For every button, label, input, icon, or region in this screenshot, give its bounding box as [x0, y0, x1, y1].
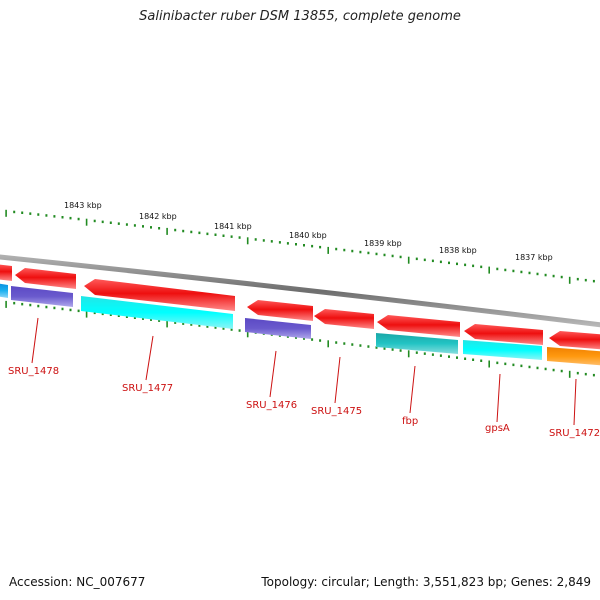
leader-line — [409, 365, 416, 414]
scale-label-1839: 1839 kbp — [364, 239, 402, 248]
cds-feature[interactable] — [463, 340, 542, 360]
cds-feature[interactable] — [15, 268, 76, 289]
cds-feature[interactable] — [84, 279, 235, 311]
gene-label-leaders — [31, 317, 577, 426]
scale-label-1843: 1843 kbp — [64, 201, 102, 210]
leader-line — [334, 356, 341, 404]
leader-line — [496, 373, 501, 423]
gene-label-fbp[interactable]: fbp — [402, 416, 418, 427]
cds-feature[interactable] — [377, 315, 460, 337]
scale-labels: 1843 kbp 1842 kbp 1841 kbp 1840 kbp 1839… — [64, 201, 553, 262]
cds-feature[interactable] — [11, 286, 73, 307]
scale-label-1841: 1841 kbp — [214, 222, 252, 231]
gene-label-sru-1476[interactable]: SRU_1476 — [246, 400, 297, 411]
reverse-strand-features — [0, 283, 600, 366]
cds-feature[interactable] — [464, 324, 543, 345]
genome-summary-text: Topology: circular; Length: 3,551,823 bp… — [261, 575, 591, 589]
gene-label-sru-1477[interactable]: SRU_1477 — [122, 383, 173, 394]
inner-scale-ticks — [5, 300, 595, 378]
leader-line — [269, 350, 277, 398]
cds-feature[interactable] — [0, 283, 8, 298]
gene-label-sru-1478[interactable]: SRU_1478 — [8, 366, 59, 377]
cds-feature[interactable] — [547, 347, 600, 366]
cds-feature[interactable] — [81, 296, 233, 329]
scale-label-1838: 1838 kbp — [439, 246, 477, 255]
cds-feature[interactable] — [376, 333, 458, 354]
cds-feature[interactable] — [549, 331, 600, 350]
gene-labels: SRU_1478 SRU_1477 SRU_1476 SRU_1475 fbp … — [8, 366, 600, 439]
genome-backbone — [0, 254, 600, 328]
leader-line — [31, 317, 39, 364]
cds-feature[interactable] — [314, 309, 374, 329]
leader-line — [145, 335, 154, 381]
cds-feature[interactable] — [245, 318, 311, 339]
accession-text: Accession: NC_007677 — [9, 575, 146, 589]
scale-label-1842: 1842 kbp — [139, 212, 177, 221]
leader-line — [573, 378, 577, 426]
gene-label-sru-1475[interactable]: SRU_1475 — [311, 406, 362, 417]
cds-feature[interactable] — [0, 264, 12, 281]
outer-scale-ticks — [5, 209, 595, 284]
cds-feature[interactable] — [247, 300, 313, 321]
scale-label-1837: 1837 kbp — [515, 253, 553, 262]
genome-title: Salinibacter ruber DSM 13855, complete g… — [139, 9, 461, 24]
scale-label-1840: 1840 kbp — [289, 231, 327, 240]
forward-strand-features — [0, 264, 600, 350]
gene-label-sru-1472[interactable]: SRU_1472 — [549, 428, 600, 439]
gene-label-gpsa[interactable]: gpsA — [485, 423, 510, 434]
